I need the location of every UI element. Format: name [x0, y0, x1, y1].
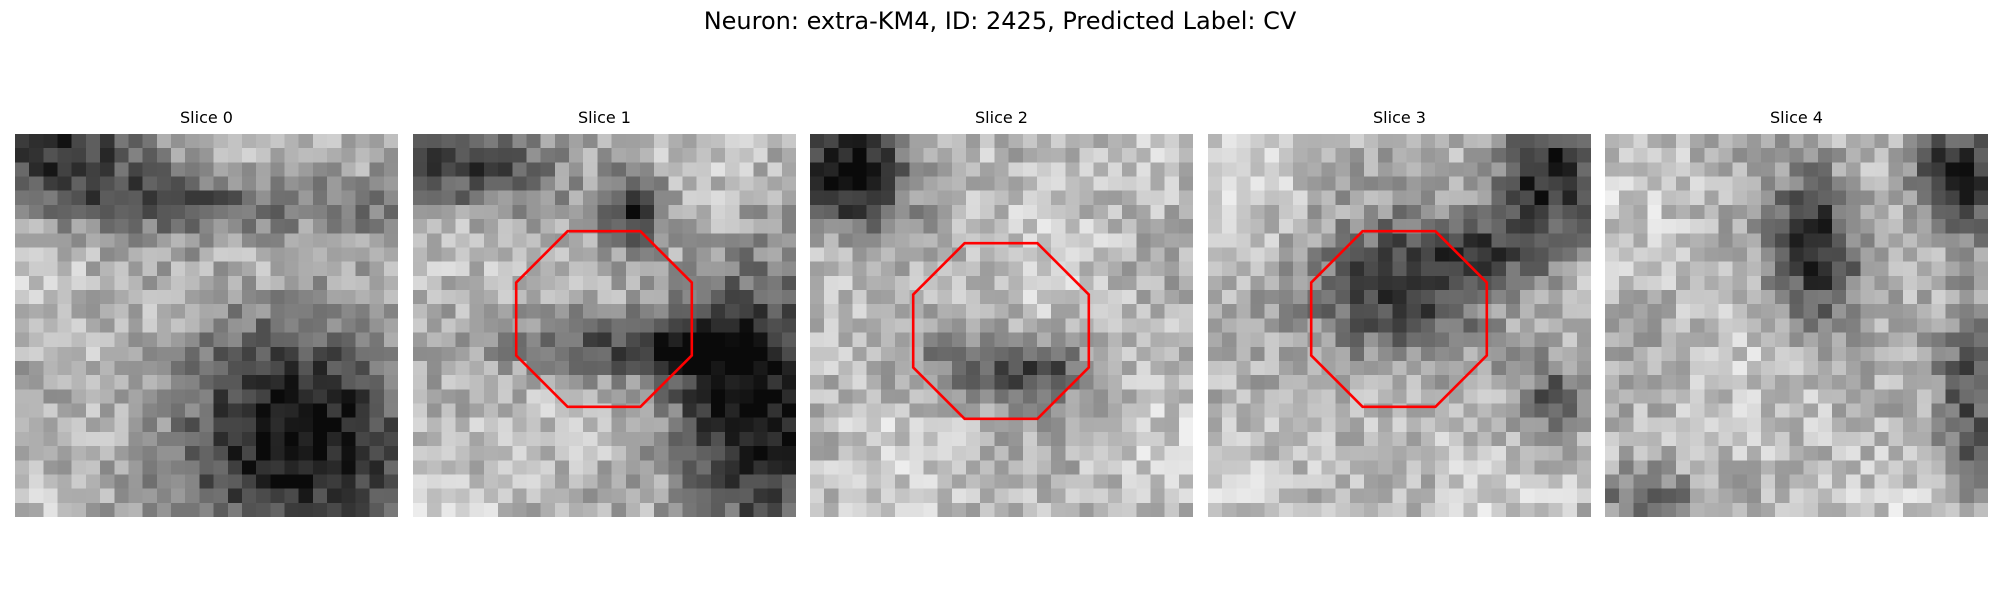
slice-panel-1: Slice 1: [413, 108, 796, 517]
pixel-grid: [413, 134, 796, 517]
roi-octagon: [911, 241, 1091, 421]
pixel-grid: [15, 134, 398, 517]
slice-image: [810, 134, 1193, 517]
slice-image: [1605, 134, 1988, 517]
pixel-grid: [810, 134, 1193, 517]
slice-title: Slice 4: [1770, 108, 1823, 127]
roi-octagon: [1309, 229, 1489, 409]
slice-title: Slice 3: [1373, 108, 1426, 127]
slice-panel-2: Slice 2: [810, 108, 1193, 517]
slice-title: Slice 0: [180, 108, 233, 127]
roi-octagon: [514, 229, 694, 409]
slice-panel-3: Slice 3: [1208, 108, 1591, 517]
slice-image: [1208, 134, 1591, 517]
slice-image: [413, 134, 796, 517]
pixel-grid: [1605, 134, 1988, 517]
slice-panel-0: Slice 0: [15, 108, 398, 517]
slice-image: [15, 134, 398, 517]
figure-title: Neuron: extra-KM4, ID: 2425, Predicted L…: [703, 7, 1297, 35]
slice-title: Slice 2: [975, 108, 1028, 127]
slice-panel-4: Slice 4: [1605, 108, 1988, 517]
pixel-grid: [1208, 134, 1591, 517]
slice-title: Slice 1: [578, 108, 631, 127]
